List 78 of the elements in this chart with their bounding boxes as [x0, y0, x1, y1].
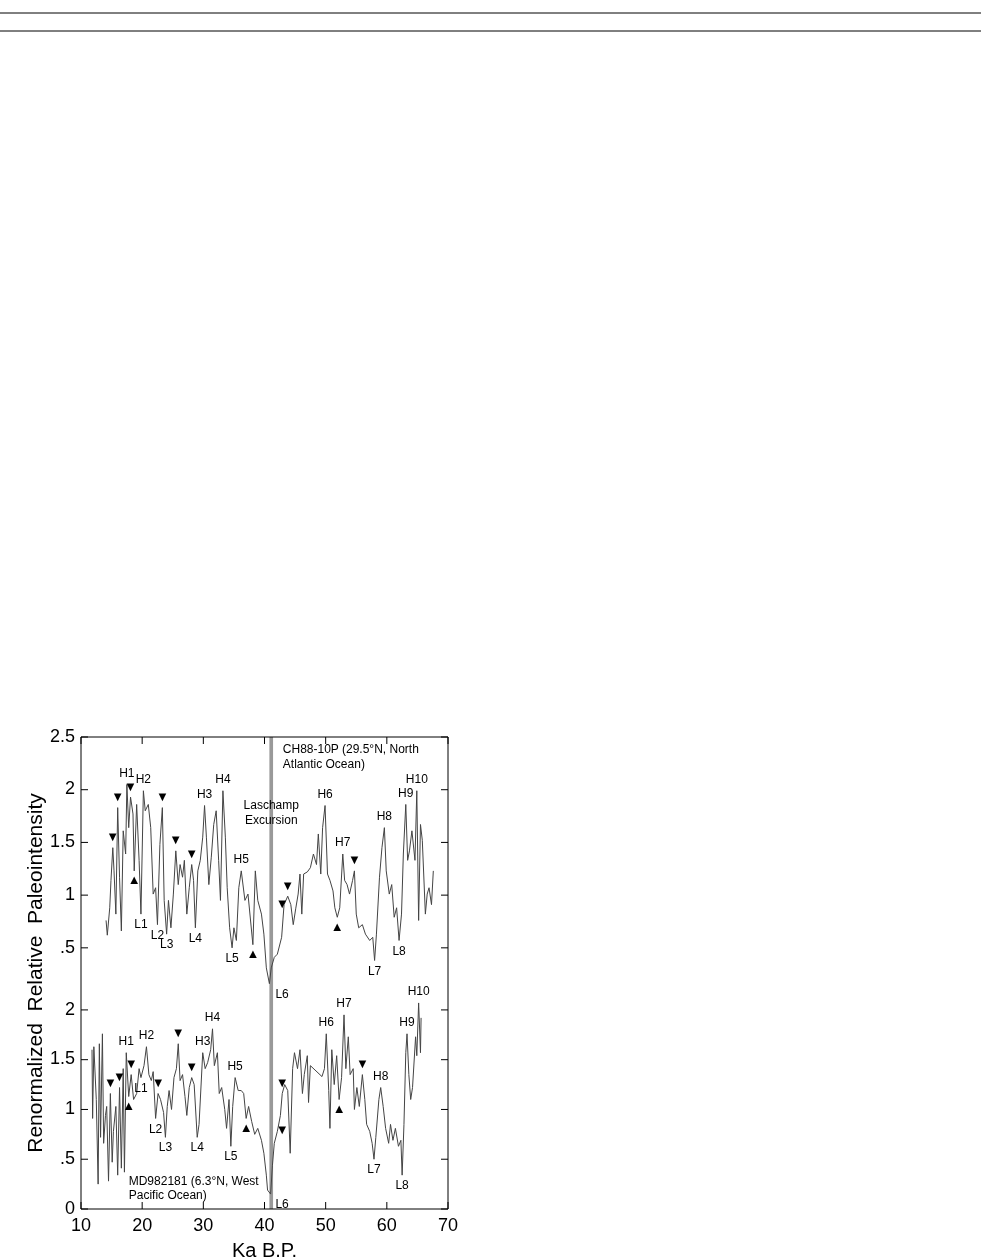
annotation: L6 — [275, 986, 290, 1001]
annotation: H6 — [317, 786, 334, 801]
annotation: ▼ — [151, 1074, 165, 1090]
annotation: L2 — [148, 1121, 163, 1136]
annotation: H8 — [376, 808, 393, 823]
line-series — [105, 783, 434, 985]
annotation: H9 — [398, 785, 414, 800]
annotation: L5 — [224, 1149, 238, 1164]
y-tick-label: 1.5 — [49, 1048, 75, 1069]
annotation: ▼ — [355, 1056, 369, 1072]
annotation: ▲ — [330, 918, 344, 934]
annotation: H4 — [215, 771, 231, 786]
annotation: H10 — [405, 771, 429, 786]
y-tick-label: 1 — [64, 883, 75, 904]
annotation: H10 — [407, 984, 430, 999]
annotation: ▼ — [111, 789, 125, 805]
annotation: H2 — [138, 1027, 155, 1042]
annotation: H8 — [373, 1068, 389, 1083]
annotation: ▼ — [106, 829, 120, 845]
annotation: ▼ — [169, 832, 183, 848]
y-tick-label: .5 — [59, 1147, 75, 1168]
annotation: ▼ — [185, 1059, 199, 1075]
annotation: ▼ — [347, 852, 361, 868]
annotation: L6 — [275, 1197, 290, 1212]
x-tick-label: 10 — [70, 1215, 92, 1235]
annotation: H7 — [335, 835, 351, 850]
annotation: H5 — [227, 1058, 244, 1073]
annotation: L4 — [190, 1140, 205, 1155]
x-tick-label: 40 — [254, 1215, 275, 1235]
annotation: H9 — [399, 1014, 416, 1029]
annotation: H4 — [204, 1009, 221, 1024]
annotation: H7 — [336, 996, 353, 1011]
annotation: L8 — [392, 943, 407, 958]
y-tick-label: 2.5 — [49, 725, 75, 746]
annotation: ▲ — [127, 872, 141, 888]
annotation: ▼ — [275, 1074, 289, 1090]
annotation: L7 — [367, 1162, 381, 1177]
annotation: ▼ — [275, 895, 289, 911]
annotation: ▼ — [155, 789, 169, 805]
annotation: L1 — [134, 917, 148, 932]
annotation: H1 — [119, 765, 135, 780]
y-tick-label: 2 — [64, 998, 75, 1019]
x-tick-label: 60 — [376, 1215, 397, 1235]
annotation: ▼ — [124, 778, 137, 794]
annotation: ▼ — [281, 877, 295, 893]
x-axis-title: Ka B.P. — [231, 1239, 298, 1257]
annotation: ▼ — [124, 1056, 138, 1072]
y-tick-label: 0 — [64, 1197, 75, 1218]
annotation: H5 — [233, 852, 250, 867]
annotation: L1 — [134, 1080, 148, 1095]
annotation: L4 — [188, 930, 203, 945]
y-tick-label: 2 — [64, 778, 75, 799]
annotation: H3 — [196, 786, 213, 801]
x-tick-label: 30 — [193, 1215, 214, 1235]
annotation: ▼ — [275, 1121, 289, 1137]
annotation: ▼ — [171, 1025, 185, 1041]
y-axis-title: Renormalized Relative Paleointensity — [23, 792, 46, 1153]
annotation: H1 — [118, 1033, 135, 1048]
annotation: L7 — [367, 963, 382, 978]
annotation: H3 — [195, 1033, 211, 1048]
annotation: ▼ — [185, 845, 199, 861]
annotation: L8 — [395, 1178, 410, 1193]
annotation: CH88-10P (29.5°N, North Atlantic Ocean) — [282, 742, 419, 771]
y-tick-label: 1.5 — [49, 831, 75, 852]
annotation: L3 — [158, 1140, 173, 1155]
y-tick-label: 1 — [64, 1098, 75, 1119]
annotation: MD982181 (6.3°N, West Pacific Ocean) — [128, 1174, 260, 1202]
annotation: ▲ — [239, 1119, 253, 1135]
x-tick-label: 20 — [132, 1215, 153, 1235]
band-label: Laschamp Excursion — [243, 798, 300, 827]
y-tick-label: .5 — [59, 936, 75, 957]
annotation: ▲ — [332, 1100, 346, 1116]
x-tick-label: 70 — [437, 1215, 459, 1235]
annotation: ▲ — [246, 946, 260, 962]
annotation: H2 — [135, 771, 152, 786]
annotation: H6 — [318, 1014, 335, 1029]
annotation: L5 — [225, 951, 240, 966]
x-tick-label: 50 — [315, 1215, 336, 1235]
